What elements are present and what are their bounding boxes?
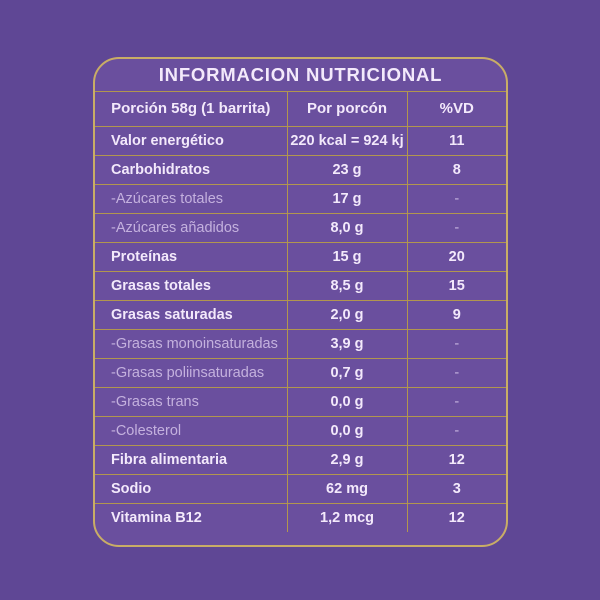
table-row: Fibra alimentaria 2,9 g 12 — [95, 444, 506, 475]
row-daily-value: - — [406, 328, 506, 359]
row-label: -Grasas trans — [95, 386, 288, 417]
table-row: Vitamina B12 1,2 mcg 12 — [95, 502, 506, 532]
table-row: -Azúcares totales 17 g- — [95, 183, 506, 214]
row-label: -Grasas monoinsaturadas — [95, 328, 288, 359]
table-row: -Grasas monoinsaturadas 3,9 g- — [95, 328, 506, 359]
row-label: -Grasas poliinsaturadas — [95, 357, 288, 388]
panel-title: INFORMACION NUTRICIONAL — [158, 64, 443, 85]
row-value: 17 g — [286, 183, 408, 214]
header-daily-value-percent: %VD — [406, 92, 506, 127]
row-value: 220 kcal = 924 kj — [286, 125, 408, 156]
row-daily-value: 3 — [406, 473, 506, 504]
table-row: Sodio 62 mg 3 — [95, 473, 506, 504]
row-value: 0,0 g — [286, 415, 408, 446]
row-daily-value: - — [406, 415, 506, 446]
row-daily-value: - — [406, 212, 506, 243]
row-value: 8,5 g — [286, 270, 408, 301]
row-label: Grasas saturadas — [95, 299, 288, 330]
table-row: -Grasas trans 0,0 g- — [95, 386, 506, 417]
table-row: Proteínas 15 g 20 — [95, 241, 506, 272]
row-value: 8,0 g — [286, 212, 408, 243]
row-label: -Azúcares añadidos — [95, 212, 288, 243]
row-daily-value: 12 — [406, 502, 506, 532]
row-label: -Azúcares totales — [95, 183, 288, 214]
header-per-serving: Por porcón — [286, 92, 408, 127]
row-value: 0,7 g — [286, 357, 408, 388]
row-daily-value: 20 — [406, 241, 506, 272]
header-portion-size: Porción 58g (1 barrita) — [95, 92, 288, 127]
nutrition-facts-panel: INFORMACION NUTRICIONAL Porción 58g (1 b… — [93, 57, 508, 547]
table-header-row: Porción 58g (1 barrita) Por porcón %VD — [95, 92, 506, 127]
row-daily-value: - — [406, 357, 506, 388]
nutrition-table: Porción 58g (1 barrita) Por porcón %VD V… — [95, 92, 506, 532]
row-label: Sodio — [95, 473, 288, 504]
table-row: -Azúcares añadidos 8,0 g- — [95, 212, 506, 243]
row-label: Proteínas — [95, 241, 288, 272]
row-value: 1,2 mcg — [286, 502, 408, 532]
panel-title-row: INFORMACION NUTRICIONAL — [95, 59, 506, 92]
row-value: 3,9 g — [286, 328, 408, 359]
row-daily-value: 15 — [406, 270, 506, 301]
table-row: Grasas totales 8,5 g 15 — [95, 270, 506, 301]
row-value: 2,0 g — [286, 299, 408, 330]
row-daily-value: 12 — [406, 444, 506, 475]
row-label: Fibra alimentaria — [95, 444, 288, 475]
row-label: Vitamina B12 — [95, 502, 288, 532]
table-row: Valor energético 220 kcal = 924 kj 11 — [95, 125, 506, 156]
row-daily-value: - — [406, 386, 506, 417]
row-daily-value: 8 — [406, 154, 506, 185]
table-row: -Grasas poliinsaturadas 0,7 g- — [95, 357, 506, 388]
table-body: Valor energético 220 kcal = 924 kj 11 Carbo… — [95, 125, 506, 532]
row-daily-value: 9 — [406, 299, 506, 330]
row-daily-value: 11 — [406, 125, 506, 156]
row-label: Valor energético — [95, 125, 288, 156]
row-value: 62 mg — [286, 473, 408, 504]
table-row: -Colesterol 0,0 g- — [95, 415, 506, 446]
row-value: 0,0 g — [286, 386, 408, 417]
row-value: 15 g — [286, 241, 408, 272]
row-label: Carbohidratos — [95, 154, 288, 185]
row-value: 2,9 g — [286, 444, 408, 475]
row-value: 23 g — [286, 154, 408, 185]
row-daily-value: - — [406, 183, 506, 214]
row-label: Grasas totales — [95, 270, 288, 301]
row-label: -Colesterol — [95, 415, 288, 446]
